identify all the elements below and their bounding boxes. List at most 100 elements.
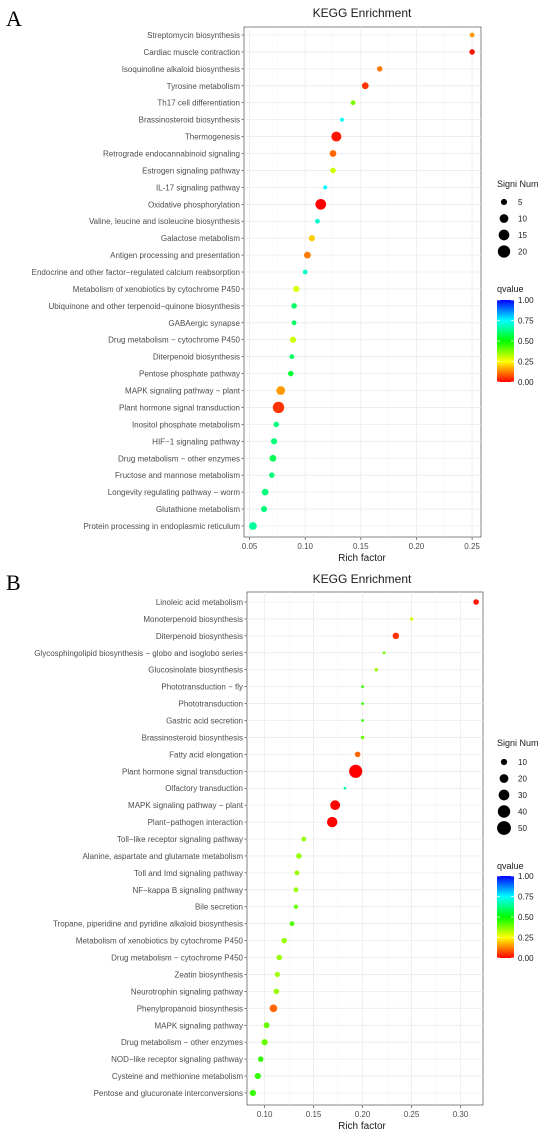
data-point bbox=[289, 921, 295, 927]
data-point bbox=[269, 472, 275, 478]
category-label: IL-17 signaling pathway bbox=[156, 183, 240, 192]
data-point bbox=[260, 505, 268, 513]
chart-panel-b: B KEGG Enrichment Linoleic acid metaboli… bbox=[6, 570, 539, 1132]
category-label: Inositol phosphate metabolism bbox=[132, 420, 240, 429]
data-point bbox=[257, 1056, 264, 1062]
category-label: Plant hormone signal transduction bbox=[119, 403, 240, 412]
x-tick-label: 0.05 bbox=[242, 542, 258, 551]
category-label: Valine, leucine and isoleucine biosynthe… bbox=[89, 217, 240, 226]
size-legend-label: 15 bbox=[518, 231, 527, 240]
category-label: Brassinosteroid biosynthesis bbox=[139, 116, 240, 125]
data-point bbox=[331, 131, 342, 142]
data-point bbox=[327, 816, 338, 828]
category-label: Neurotrophin signaling pathway bbox=[131, 987, 243, 996]
panel-b-points bbox=[249, 599, 479, 1097]
panel-a-colorbar bbox=[497, 300, 514, 382]
data-point bbox=[289, 354, 295, 360]
data-point bbox=[291, 320, 297, 326]
category-label: Phototransduction bbox=[179, 700, 244, 709]
data-point bbox=[323, 185, 328, 190]
data-point bbox=[249, 1089, 256, 1097]
data-point bbox=[473, 599, 479, 605]
category-label: Isoquinoline alkaloid biosynthesis bbox=[122, 65, 240, 74]
panel-b-size-legend: Signi Num 10 20 30 40 50 bbox=[497, 738, 539, 835]
data-point bbox=[272, 401, 285, 414]
x-tick-label: 0.25 bbox=[404, 1110, 420, 1119]
panel-b-category-labels: Linoleic acid metabolism Monoterpenoid bi… bbox=[34, 598, 247, 1098]
data-point bbox=[361, 702, 364, 705]
data-point bbox=[315, 218, 320, 224]
category-label: Retrograde endocannabinoid signaling bbox=[103, 150, 240, 159]
size-legend-dot bbox=[497, 245, 511, 258]
category-label: Galactose metabolism bbox=[161, 234, 240, 243]
data-point bbox=[361, 719, 364, 722]
category-label: Tropane, piperidine and pyridine alkaloi… bbox=[53, 920, 243, 929]
size-legend-label: 30 bbox=[518, 791, 527, 800]
panel-b-color-legend-title: qvalue bbox=[497, 861, 524, 871]
chart-panel-a: A KEGG Enrichment Streptomycin biosynthe… bbox=[6, 6, 539, 564]
data-point bbox=[330, 800, 341, 811]
data-point bbox=[293, 887, 299, 893]
panel-a-plot-area bbox=[243, 26, 482, 538]
size-legend-dot bbox=[497, 821, 511, 835]
panel-a-x-axis-title: Rich factor bbox=[338, 553, 386, 564]
category-label: Cysteine and methionine metabolism bbox=[112, 1072, 244, 1081]
category-label: Streptomycin biosynthesis bbox=[147, 31, 240, 40]
panel-a-color-legend: qvalue 1.00 0.75 0.50 0.25 0.00 bbox=[497, 284, 534, 387]
data-point bbox=[304, 251, 311, 259]
x-tick-label: 0.25 bbox=[464, 542, 480, 551]
data-point bbox=[291, 303, 297, 309]
data-point bbox=[354, 751, 361, 758]
size-legend-label: 10 bbox=[518, 758, 527, 767]
category-label: Glucosinolate biosynthesis bbox=[148, 666, 243, 675]
category-label: HIF−1 signaling pathway bbox=[152, 437, 240, 446]
x-tick-label: 0.10 bbox=[257, 1110, 273, 1119]
category-label: Cardiac muscle contraction bbox=[144, 48, 240, 57]
size-legend-dot bbox=[499, 214, 509, 223]
size-legend-label: 10 bbox=[518, 215, 527, 224]
colorbar-tick-label: 1.00 bbox=[518, 872, 534, 881]
x-tick-label: 0.20 bbox=[409, 542, 425, 551]
colorbar-tick-label: 0.00 bbox=[518, 378, 534, 387]
category-label: Plant−pathogen interaction bbox=[148, 818, 243, 827]
panel-b-title: KEGG Enrichment bbox=[313, 572, 412, 586]
category-label: Thermogenesis bbox=[185, 133, 240, 142]
category-label: Protein processing in endoplasmic reticu… bbox=[83, 522, 240, 531]
category-label: Th17 cell differentiation bbox=[157, 99, 240, 108]
data-point bbox=[294, 870, 300, 876]
category-label: Glycosphingolipid biosynthesis − globo a… bbox=[34, 649, 243, 658]
panel-b-x-axis-title: Rich factor bbox=[338, 1121, 386, 1132]
category-label: Antigen processing and presentation bbox=[110, 251, 240, 260]
colorbar-tick-label: 0.25 bbox=[518, 934, 534, 943]
size-legend-label: 50 bbox=[518, 824, 527, 833]
category-label: Ubiquinone and other terpenoid−quinone b… bbox=[49, 302, 240, 311]
colorbar-tick-label: 0.00 bbox=[518, 954, 534, 963]
x-tick-label: 0.15 bbox=[306, 1110, 322, 1119]
category-label: Zeatin biosynthesis bbox=[175, 970, 243, 979]
data-point bbox=[361, 685, 364, 689]
panel-a-category-labels: Streptomycin biosynthesis Cardiac muscle … bbox=[32, 31, 244, 531]
category-label: Gastric acid secretion bbox=[166, 717, 243, 726]
data-point bbox=[343, 786, 347, 790]
category-label: Drug metabolism − other enzymes bbox=[121, 1038, 243, 1047]
data-point bbox=[315, 198, 327, 210]
category-label: NOD−like receptor signaling pathway bbox=[111, 1055, 243, 1064]
category-label: Linoleic acid metabolism bbox=[156, 598, 243, 607]
colorbar-tick-label: 1.00 bbox=[518, 296, 534, 305]
category-label: Metabolism of xenobiotics by cytochrome … bbox=[73, 285, 241, 294]
panel-b-x-ticks: 0.10 0.15 0.20 0.25 0.30 bbox=[257, 1105, 469, 1119]
data-point bbox=[261, 488, 269, 496]
panel-a-letter: A bbox=[6, 6, 22, 31]
data-point bbox=[349, 764, 363, 778]
category-label: Glutathione metabolism bbox=[156, 505, 240, 514]
size-legend-dot bbox=[500, 198, 508, 206]
colorbar-tick-label: 0.75 bbox=[518, 893, 534, 902]
category-label: Pentose phosphate pathway bbox=[139, 370, 240, 379]
data-point bbox=[469, 49, 475, 55]
size-legend-dot bbox=[498, 789, 510, 801]
panel-a-size-legend: Signi Num 5 10 15 20 bbox=[497, 179, 539, 258]
category-label: Drug metabolism − other enzymes bbox=[118, 454, 240, 463]
panel-b-colorbar bbox=[497, 876, 514, 958]
category-label: GABAergic synapse bbox=[168, 319, 240, 328]
